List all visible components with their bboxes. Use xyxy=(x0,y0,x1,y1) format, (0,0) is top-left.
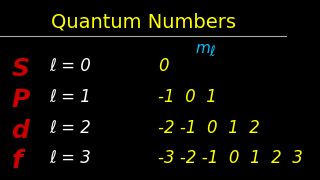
Text: -1  0  1: -1 0 1 xyxy=(158,88,217,106)
Text: ℓ = 2: ℓ = 2 xyxy=(49,118,91,136)
Text: ℓ: ℓ xyxy=(209,45,215,59)
Text: ℓ = 3: ℓ = 3 xyxy=(49,149,91,167)
Text: P: P xyxy=(12,88,30,112)
Text: m: m xyxy=(195,41,210,56)
Text: f: f xyxy=(12,149,22,173)
Text: -3 -2 -1  0  1  2  3: -3 -2 -1 0 1 2 3 xyxy=(158,149,303,167)
Text: -2 -1  0  1  2: -2 -1 0 1 2 xyxy=(158,118,260,136)
Text: 0: 0 xyxy=(158,57,168,75)
Text: ℓ = 1: ℓ = 1 xyxy=(49,88,91,106)
Text: ℓ = 0: ℓ = 0 xyxy=(49,57,91,75)
Text: S: S xyxy=(12,57,29,82)
Text: Quantum Numbers: Quantum Numbers xyxy=(51,13,236,32)
Text: d: d xyxy=(12,118,29,143)
